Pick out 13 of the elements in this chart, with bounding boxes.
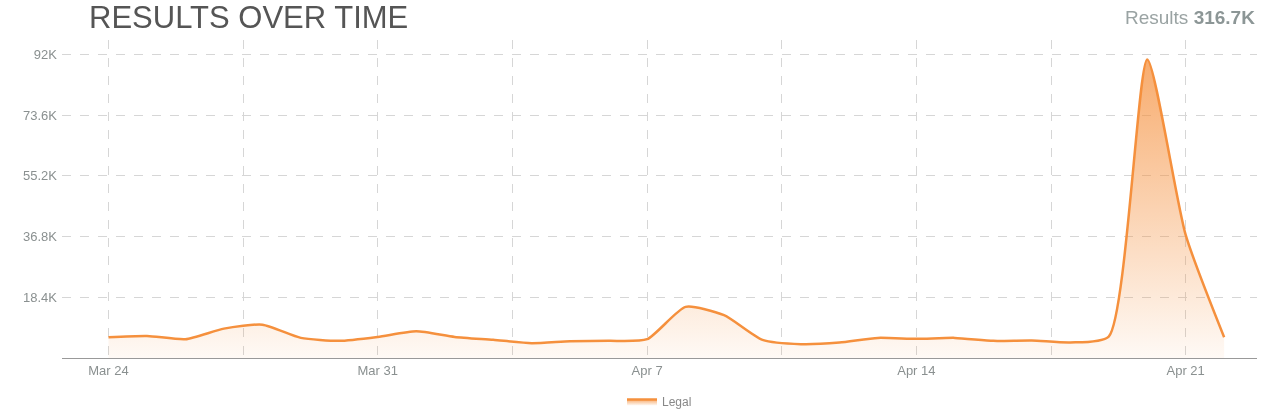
chart-title: RESULTS OVER TIME [89, 0, 409, 35]
text: Results 316.7K [1125, 7, 1256, 28]
legend-label: Legal [662, 395, 692, 410]
y-tick-label: 55.2K [23, 168, 58, 184]
y-tick-label: 18.4K [23, 289, 58, 305]
x-tick-label: Mar 31 [357, 362, 399, 378]
y-tick-label: 73.6K [23, 107, 58, 123]
x-tick-label: Apr 7 [631, 362, 663, 378]
x-tick-label: Apr 21 [1166, 362, 1205, 378]
x-tick-label: Apr 14 [897, 362, 936, 378]
x-tick-label: Mar 24 [88, 362, 129, 378]
y-tick-label: 36.8K [23, 229, 58, 245]
y-tick-label: 92K [33, 47, 58, 63]
